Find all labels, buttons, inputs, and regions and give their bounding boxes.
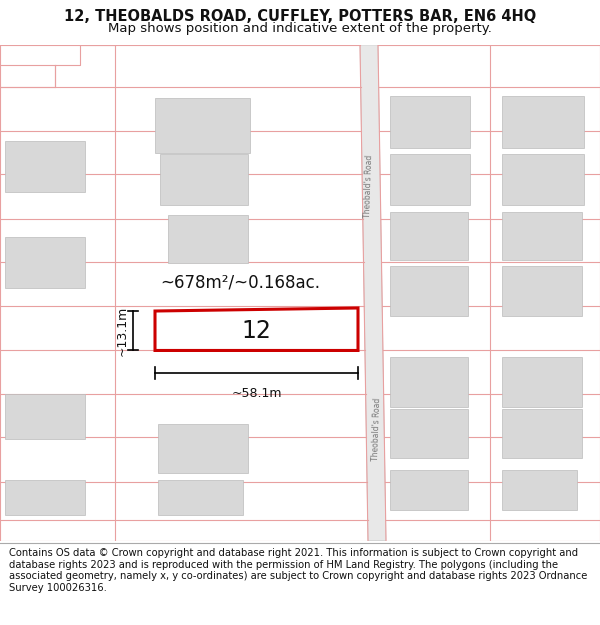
Bar [502,266,582,316]
Bar [502,212,582,261]
Polygon shape [360,45,386,541]
Bar [390,470,468,510]
Bar [158,480,243,516]
Bar [160,154,248,205]
Text: Theobald's Road: Theobald's Road [371,398,383,461]
Text: 12, THEOBALDS ROAD, CUFFLEY, POTTERS BAR, EN6 4HQ: 12, THEOBALDS ROAD, CUFFLEY, POTTERS BAR… [64,9,536,24]
Text: Map shows position and indicative extent of the property.: Map shows position and indicative extent… [108,22,492,35]
Bar [5,141,85,192]
Bar [502,470,577,510]
Bar [390,266,468,316]
Bar [390,154,470,205]
Bar [5,480,85,516]
Bar [5,394,85,439]
Bar [390,356,468,407]
Bar [390,96,470,148]
Text: Contains OS data © Crown copyright and database right 2021. This information is : Contains OS data © Crown copyright and d… [9,548,587,593]
Text: ~58.1m: ~58.1m [231,387,282,400]
Text: 12: 12 [242,319,271,342]
Bar [158,424,248,473]
Bar [390,212,468,261]
Bar [502,154,584,205]
Text: ~13.1m: ~13.1m [116,306,129,356]
Bar [168,215,248,264]
Bar [502,96,584,148]
Bar [502,409,582,458]
Polygon shape [155,308,358,351]
Text: ~678m²/~0.168ac.: ~678m²/~0.168ac. [160,274,320,292]
Bar [155,98,250,153]
Bar [5,237,85,288]
Text: Theobald's Road: Theobald's Road [364,155,374,218]
Bar [390,409,468,458]
Bar [502,356,582,407]
